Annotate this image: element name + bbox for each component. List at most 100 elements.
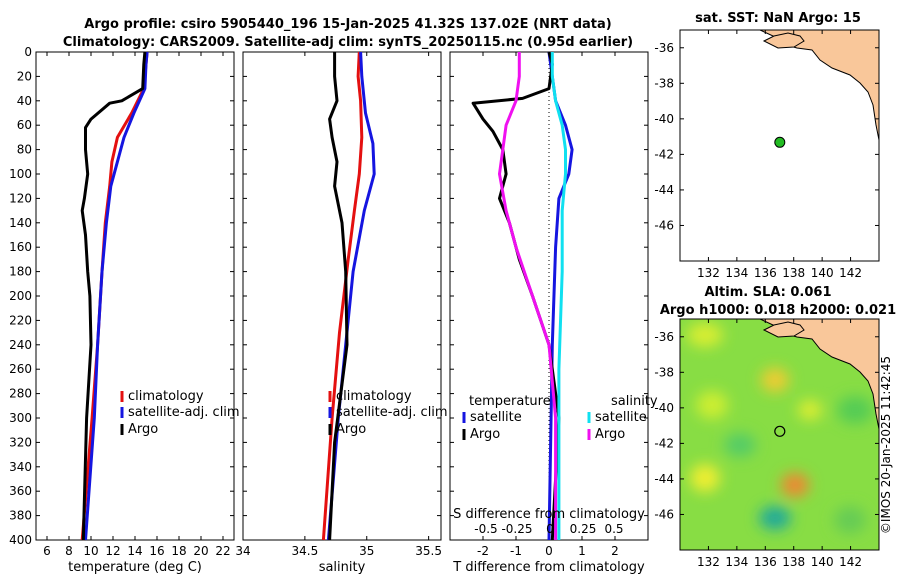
temperature-x-axis-label: temperature (deg C) xyxy=(68,560,202,575)
argo-location-marker-sst xyxy=(774,136,786,148)
sla_map-latitude-label: -36 xyxy=(654,330,674,344)
sla_map-latitude-label: -46 xyxy=(654,507,674,521)
depth-tick-label: 60 xyxy=(17,118,32,132)
sla-anomaly-blobs xyxy=(687,323,873,534)
temperature-x-tick-label: 18 xyxy=(171,544,186,558)
depth-tick-label: 260 xyxy=(9,362,32,376)
sst_map-longitude-label: 136 xyxy=(754,266,777,280)
sst_map-latitude-label: -36 xyxy=(654,41,674,55)
salinity-difference-tick-label: 0.5 xyxy=(604,522,623,536)
sst-map-title: sat. SST: NaN Argo: 15 xyxy=(695,11,861,26)
salinity-axes-frame xyxy=(242,51,442,541)
legend-label: Argo xyxy=(128,422,158,437)
sla_map-longitude-label: 140 xyxy=(811,555,834,569)
sst_map-latitude-label: -42 xyxy=(654,147,674,161)
sla_map-latitude-label: -40 xyxy=(654,401,674,415)
sla-high-anomaly xyxy=(798,400,822,420)
depth-tick-label: 40 xyxy=(17,94,32,108)
sst-map-land xyxy=(759,30,879,141)
depth-tick-label: 300 xyxy=(9,411,32,425)
sla-high-anomaly xyxy=(690,464,720,492)
island-outline xyxy=(762,32,805,49)
salinity-difference-tick-label: -0.25 xyxy=(501,522,532,536)
difference-x-tick-label: -1 xyxy=(510,544,522,558)
difference-x-tick-label: -2 xyxy=(477,544,489,558)
depth-tick-label: 220 xyxy=(9,313,32,327)
temperature-x-tick-label: 22 xyxy=(215,544,230,558)
legend-label: satellite-adj. clim xyxy=(128,405,240,420)
sla_map-frame xyxy=(679,318,880,551)
sst_map-longitude-label: 142 xyxy=(839,266,862,280)
depth-tick-label: 340 xyxy=(9,460,32,474)
sla-high-anomaly xyxy=(781,473,809,497)
depth-tick-label: 100 xyxy=(9,167,32,181)
depth-tick-label: 400 xyxy=(9,533,32,547)
sla-map-title-line1: Altim. SLA: 0.061 xyxy=(705,285,832,300)
difference-x-axis-label: T difference from climatology xyxy=(452,560,645,575)
sst_map-latitude-label: -38 xyxy=(654,76,674,90)
difference-x-tick-label: 2 xyxy=(611,544,619,558)
depth-tick-label: 20 xyxy=(17,69,32,83)
sst_map-frame xyxy=(679,29,880,262)
sst_map-latitude-label: -46 xyxy=(654,218,674,232)
sla-map-title-line2: Argo h1000: 0.018 h2000: 0.021 xyxy=(660,303,896,318)
depth-tick-label: 180 xyxy=(9,265,32,279)
sla_map-latitude-label: -44 xyxy=(654,472,674,486)
sla-low-anomaly xyxy=(724,433,756,457)
temperature-axes-frame xyxy=(35,51,235,541)
legend-label: climatology xyxy=(128,389,204,404)
legend-header-temperature: temperature xyxy=(469,394,551,409)
depth-tick-label: 0 xyxy=(24,45,32,59)
depth-tick-label: 240 xyxy=(9,338,32,352)
sla-low-anomaly xyxy=(837,396,873,424)
argo-location-marker-sla xyxy=(774,425,786,437)
salinity-difference-tick-label: -0.5 xyxy=(474,522,497,536)
depth-tick-label: 380 xyxy=(9,509,32,523)
temperature-profile-panel: 0 20 40 60 80 100 120 140 160 180 200 220 240 260 280 3… xyxy=(9,45,240,575)
temperature-x-tick-label: 20 xyxy=(193,544,208,558)
island-outline xyxy=(762,321,805,338)
sla_map-longitude-label: 142 xyxy=(839,555,862,569)
salinity-difference-tick-label: 0.25 xyxy=(570,522,597,536)
sla-heatmap xyxy=(680,319,879,550)
sla_map-longitude-label: 134 xyxy=(725,555,748,569)
temperature-series-satellite-adj-clim xyxy=(84,51,149,541)
salinity-series-argo xyxy=(328,52,349,541)
depth-tick-label: 280 xyxy=(9,387,32,401)
temperature-x-tick-label: 6 xyxy=(43,544,51,558)
depth-tick-label: 360 xyxy=(9,484,32,498)
difference-series-s-argo xyxy=(498,52,558,540)
difference-profile-panel: -2 -1 0 1 2 T difference from climatology temp… xyxy=(449,51,658,575)
depth-tick-label: 140 xyxy=(9,216,32,230)
sla_map-latitude-label: -38 xyxy=(654,365,674,379)
depth-tick-label: 200 xyxy=(9,289,32,303)
legend-label: satellite-adj. clim xyxy=(336,405,448,420)
sst_map-latitude-label: -44 xyxy=(654,183,674,197)
salinity-series-climatology xyxy=(321,51,364,541)
sst_map-longitude-label: 138 xyxy=(782,266,805,280)
depth-tick-label: 160 xyxy=(9,240,32,254)
salinity-x-tick-label: 35 xyxy=(359,544,374,558)
sla-high-anomaly xyxy=(696,391,728,419)
legend-label: climatology xyxy=(336,389,412,404)
sst-map-axes: 132 134 136 138 140 142 -36 -38 -40 -42 -44 -46 xyxy=(654,29,880,280)
temperature-x-tick-label: 16 xyxy=(149,544,164,558)
sla_map-latitude-label: -42 xyxy=(654,436,674,450)
sst_map-longitude-label: 134 xyxy=(725,266,748,280)
sla_map-longitude-label: 132 xyxy=(697,555,720,569)
legend-label: satellite xyxy=(470,410,522,425)
salinity-x-axis-label: salinity xyxy=(319,560,366,575)
temperature-x-tick-label: 8 xyxy=(65,544,73,558)
temperature-x-tick-label: 10 xyxy=(83,544,98,558)
salinity-difference-axis-label: S difference from climatology xyxy=(453,507,645,522)
imos-timestamp-label: ©IMOS 20-Jan-2025 11:42:45 xyxy=(879,356,893,534)
difference-series-s-satellite xyxy=(550,52,567,540)
depth-tick-label: 120 xyxy=(9,191,32,205)
legend-label: Argo xyxy=(336,422,366,437)
figure-title-line2: Climatology: CARS2009. Satellite-adj cli… xyxy=(63,35,633,50)
depth-tick-label: 80 xyxy=(17,143,32,157)
sla-high-anomaly xyxy=(761,368,789,392)
temperature-series-argo xyxy=(80,51,147,541)
legend-label: Argo xyxy=(595,427,625,442)
